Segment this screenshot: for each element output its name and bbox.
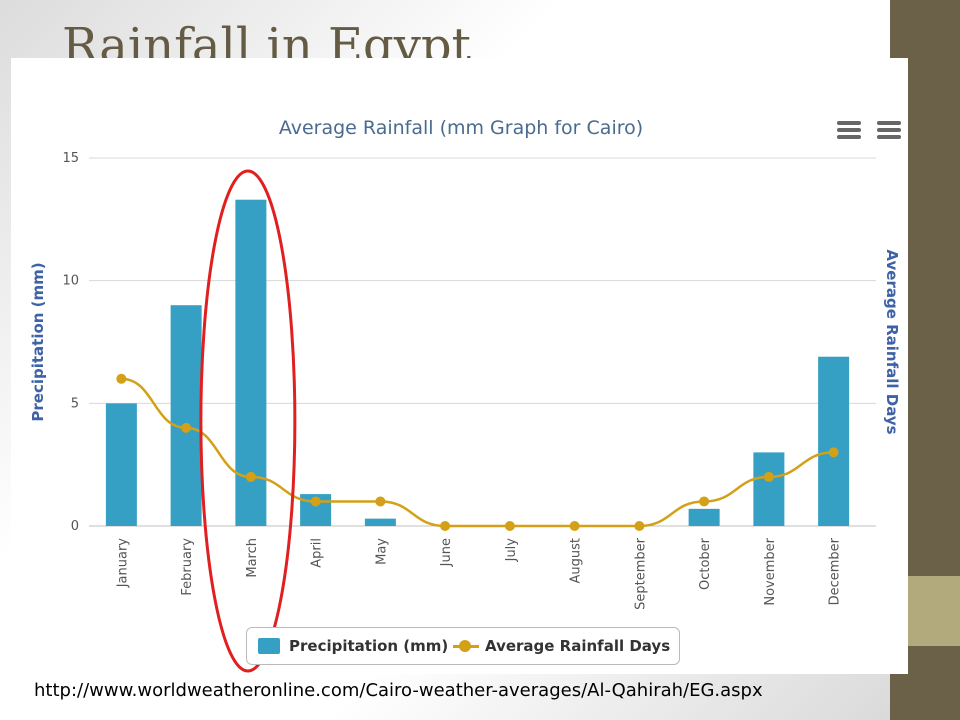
x-tick-label: March bbox=[245, 538, 260, 578]
rainfall-days-point bbox=[116, 373, 127, 384]
bar bbox=[235, 199, 267, 526]
x-tick-label: January bbox=[115, 538, 130, 589]
legend-label-rainfall-days[interactable]: Average Rainfall Days bbox=[485, 637, 671, 655]
rainfall-days-point bbox=[828, 447, 839, 458]
x-tick-label: April bbox=[310, 538, 325, 568]
bar bbox=[364, 518, 396, 526]
legend-dot-swatch bbox=[459, 640, 471, 652]
bar bbox=[170, 305, 202, 526]
rainfall-chart: Average Rainfall (mm Graph for Cairo) 0 5 1… bbox=[29, 117, 901, 673]
chart-title: Average Rainfall (mm Graph for Cairo) bbox=[279, 117, 643, 139]
bar bbox=[818, 356, 850, 526]
bar bbox=[753, 452, 785, 526]
y-tick-label: 5 bbox=[71, 396, 79, 411]
chart-container: Average Rainfall (mm Graph for Cairo) 0 5 1… bbox=[11, 58, 908, 674]
side-decoration-tab bbox=[908, 576, 960, 646]
x-tick-label: October bbox=[698, 537, 713, 590]
x-tick-label: June bbox=[439, 538, 454, 567]
x-tick-label: February bbox=[180, 538, 195, 596]
rainfall-days-point bbox=[763, 471, 774, 482]
x-tick-label: July bbox=[504, 538, 519, 563]
rainfall-days-point bbox=[569, 521, 580, 531]
menu-icon[interactable] bbox=[837, 121, 861, 139]
rainfall-days-point bbox=[310, 496, 321, 507]
x-tick-label: December bbox=[828, 537, 843, 605]
y-tick-label: 10 bbox=[62, 274, 79, 289]
y-axis-title: Precipitation (mm) bbox=[29, 262, 47, 421]
source-url[interactable]: http://www.worldweatheronline.com/Cairo-… bbox=[34, 680, 763, 701]
legend-label-precipitation[interactable]: Precipitation (mm) bbox=[289, 637, 449, 655]
x-tick-label: September bbox=[633, 537, 648, 610]
y2-axis-title: Average Rainfall Days bbox=[883, 249, 901, 434]
x-tick-label: August bbox=[569, 538, 584, 584]
chart-legend: Precipitation (mm) Average Rainfall Days bbox=[246, 627, 680, 665]
rainfall-days-point bbox=[699, 496, 710, 507]
rainfall-days-point bbox=[440, 521, 451, 531]
rainfall-days-point bbox=[181, 422, 192, 433]
rainfall-days-line bbox=[121, 377, 834, 528]
x-tick-label: November bbox=[763, 537, 778, 605]
y-tick-label: 15 bbox=[62, 151, 79, 166]
bar bbox=[688, 508, 720, 526]
rainfall-days-point bbox=[245, 471, 256, 482]
menu-icon[interactable] bbox=[877, 121, 901, 139]
rainfall-days-point bbox=[634, 521, 645, 531]
highlight-ellipse bbox=[199, 169, 297, 673]
legend-bar-swatch bbox=[258, 638, 280, 654]
x-tick-label: May bbox=[374, 538, 389, 565]
bar bbox=[105, 403, 137, 526]
y-tick-label: 0 bbox=[71, 519, 79, 534]
rainfall-days-point bbox=[504, 521, 515, 531]
rainfall-days-point bbox=[375, 496, 386, 507]
